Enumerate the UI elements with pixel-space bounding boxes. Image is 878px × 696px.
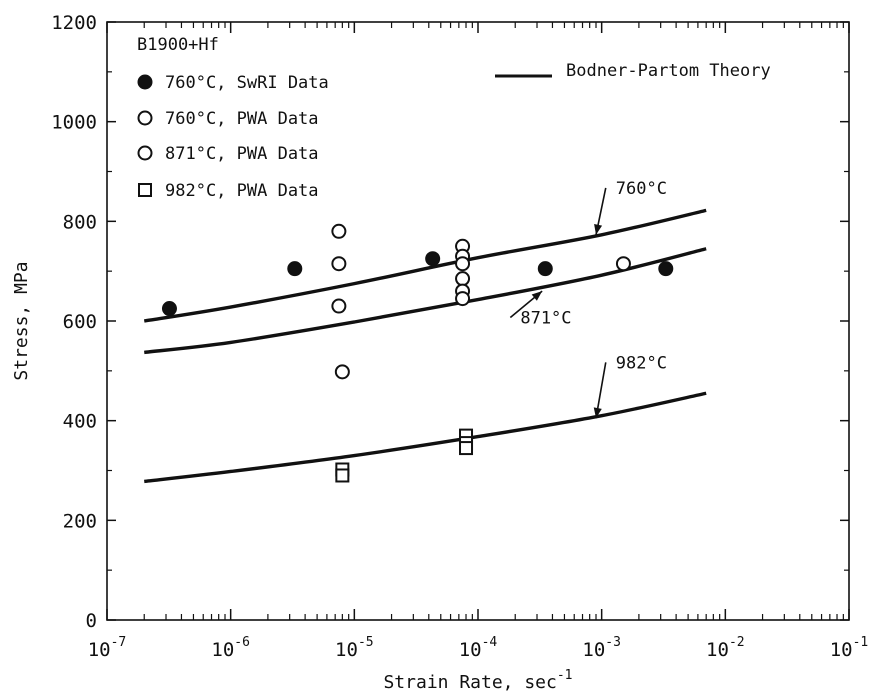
x-tick-base: 10 xyxy=(211,639,234,661)
legend-marker xyxy=(137,145,153,161)
legend-label: 982°C, PWA Data xyxy=(165,181,319,201)
data-point xyxy=(331,223,347,239)
x-axis-title-superscript: -1 xyxy=(557,668,573,683)
y-tick-label: 0 xyxy=(86,610,97,632)
data-point xyxy=(455,271,471,287)
curve-label: 871°C xyxy=(520,308,571,328)
y-tick-label: 600 xyxy=(63,311,97,333)
x-tick-label: 10-1 xyxy=(830,635,869,661)
data-points xyxy=(161,223,674,483)
y-tick-label: 1000 xyxy=(51,112,97,134)
legend-label: 871°C, PWA Data xyxy=(165,144,319,164)
x-tick-label: 10-7 xyxy=(88,635,127,661)
theory-curve xyxy=(143,208,707,323)
x-tick-exponent: -4 xyxy=(482,635,498,650)
curve-label-arrowhead xyxy=(531,291,543,301)
data-point xyxy=(455,256,471,272)
y-tick-label: 800 xyxy=(63,211,97,233)
x-tick-base: 10 xyxy=(88,639,111,661)
data-point xyxy=(331,256,347,272)
legend-group-title: B1900+Hf xyxy=(137,35,219,55)
legend: B1900+Hf 760°C, SwRI Data 760°C, PWA Data… xyxy=(137,35,771,201)
theory-curve xyxy=(144,391,707,484)
theory-curves: 760°C 871°C 982°C xyxy=(143,179,707,484)
x-tick-label: 10-4 xyxy=(459,635,498,661)
legend-marker xyxy=(138,183,152,197)
legend-marker xyxy=(137,110,153,126)
theory-curve xyxy=(144,247,707,355)
x-tick-exponent: -7 xyxy=(111,635,127,650)
y-axis-title: Stress, MPa xyxy=(11,261,32,380)
data-point xyxy=(537,261,553,277)
data-point xyxy=(287,261,303,277)
x-tick-label: 10-6 xyxy=(211,635,250,661)
x-axis-title: Strain Rate, sec-1 xyxy=(383,668,572,693)
x-tick-exponent: -5 xyxy=(358,635,374,650)
x-tick-base: 10 xyxy=(582,639,605,661)
curve-label: 982°C xyxy=(616,353,667,373)
y-tick-label: 400 xyxy=(63,411,97,433)
x-tick-base: 10 xyxy=(706,639,729,661)
axis-ticks xyxy=(106,21,850,621)
data-point xyxy=(335,468,350,483)
data-point xyxy=(615,256,631,272)
legend-label: 760°C, PWA Data xyxy=(165,109,319,129)
y-tick-label: 200 xyxy=(63,510,97,532)
legend-label: 760°C, SwRI Data xyxy=(165,73,329,93)
curve-label-arrowhead xyxy=(593,407,602,419)
data-point xyxy=(331,298,347,314)
x-tick-exponent: -3 xyxy=(605,635,621,650)
data-point xyxy=(425,251,441,267)
data-point xyxy=(161,301,177,317)
data-point xyxy=(455,291,471,307)
data-point xyxy=(658,261,674,277)
x-tick-base: 10 xyxy=(335,639,358,661)
legend-theory-label: Bodner-Partom Theory xyxy=(566,61,771,81)
curve-label: 760°C xyxy=(616,179,667,199)
x-tick-base: 10 xyxy=(830,639,853,661)
x-tick-exponent: -6 xyxy=(234,635,250,650)
curve-label-arrowhead xyxy=(594,223,603,235)
x-tick-label: 10-3 xyxy=(582,635,621,661)
x-axis-title-text: Strain Rate, sec xyxy=(383,672,556,693)
data-point xyxy=(459,441,474,456)
x-tick-exponent: -1 xyxy=(853,635,869,650)
legend-marker xyxy=(137,74,153,90)
x-tick-label: 10-2 xyxy=(706,635,745,661)
x-tick-label: 10-5 xyxy=(335,635,374,661)
x-tick-exponent: -2 xyxy=(729,635,745,650)
data-point xyxy=(334,364,350,380)
y-tick-label: 1200 xyxy=(51,12,97,34)
x-tick-base: 10 xyxy=(459,639,482,661)
